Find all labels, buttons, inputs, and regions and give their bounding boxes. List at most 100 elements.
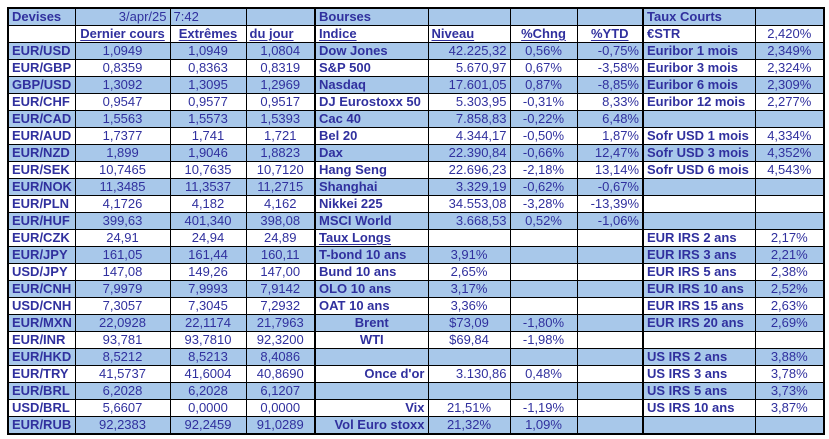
extremes-rate-cell: 149,26 [169,263,247,281]
day-rate-cell: 6,1207 [245,382,316,400]
pct-change-cell: -0,50% [509,127,578,145]
index-level-cell: 5.670,97 [427,59,511,77]
pct-ytd-cell: 8,33% [576,93,644,111]
day-rate-cell: 0,8319 [245,59,316,77]
pct-ytd-cell: 1,87% [576,127,644,145]
pct-ytd-cell: 6,48% [576,110,644,128]
pct-change-cell [509,246,578,264]
rate-value-cell: 2,420% [754,25,825,43]
rate-value-cell [754,331,825,349]
day-rate-cell: 24,89 [245,229,316,247]
last-rate-cell: 22,0928 [74,314,171,332]
last-rate-cell: 8,5212 [74,348,171,366]
table-row: EUR/SEK 10,7465 10,7635 10,7120 Hang Seng 22.… [7,161,825,179]
extremes-rate-cell: 161,44 [169,246,247,264]
pct-change-cell: -1,98% [509,331,578,349]
index-name-cell: OAT 10 ans [314,297,429,315]
last-rate-cell: 1,5563 [74,110,171,128]
pct-change-cell: 0,87% [509,76,578,94]
table-row: EUR/MXN 22,0928 22,1174 21,7963 Brent $73,09-… [7,314,825,332]
currency-pair-cell: EUR/RUB [7,416,76,435]
table-row: EUR/TRY 41,5737 41,6004 40,8690 Once d'or 3.1… [7,365,825,383]
table-row: USD/JPY 147,08 149,26 147,00 Bund 10 ans 2,65… [7,263,825,281]
rate-value-cell [754,110,825,128]
table-row: EUR/CZK 24,91 24,94 24,89 Taux Longs EUR IRS … [7,229,825,247]
extremes-rate-cell: 1,9046 [169,144,247,162]
extremes-rate-cell: 10,7635 [169,161,247,179]
extremes-rate-cell: 4,182 [169,195,247,213]
pct-ytd-cell [576,297,644,315]
extremes-rate-cell: 41,6004 [169,365,247,383]
day-rate-cell: 8,4086 [245,348,316,366]
table-row: EUR/NOK 11,3485 11,3537 11,2715 Shanghai 3.32… [7,178,825,196]
index-level-cell: 22.390,84 [427,144,511,162]
index-level-cell: 7.858,83 [427,110,511,128]
currency-pair-cell: EUR/PLN [7,195,76,213]
last-rate-cell: 5,6607 [74,399,171,417]
currency-pair-cell: EUR/USD [7,42,76,60]
rate-name-cell: Euribor 12 mois [642,93,756,111]
index-level-cell [427,382,511,400]
currency-pair-cell: USD/JPY [7,263,76,281]
pct-ytd-cell: 12,47% [576,144,644,162]
rate-name-cell: Sofr USD 3 mois [642,144,756,162]
day-rate-cell: 91,0289 [245,416,316,435]
currency-pair-cell: EUR/MXN [7,314,76,332]
last-rate-cell: 1,3092 [74,76,171,94]
rate-name-cell [642,110,756,128]
currency-pair-cell: GBP/USD [7,76,76,94]
taux-courts-section-title: Taux Courts [642,7,756,26]
last-rate-cell: 0,8359 [74,59,171,77]
day-rate-cell: 1,8823 [245,144,316,162]
index-level-cell: 34.553,08 [427,195,511,213]
index-level-cell: 3.668,53 [427,212,511,230]
last-rate-cell: 399,63 [74,212,171,230]
index-name-cell: MSCI World [314,212,429,230]
index-name-cell: Cac 40 [314,110,429,128]
currency-pair-cell: EUR/AUD [7,127,76,145]
pct-change-cell: 0,67% [509,59,578,77]
extremes-rate-cell: 11,3537 [169,178,247,196]
currency-pair-cell: EUR/TRY [7,365,76,383]
rate-value-cell: 2,63% [754,297,825,315]
extremes-rate-cell: 22,1174 [169,314,247,332]
table-row: USD/BRL 5,6607 0,0000 0,0000 Vix 21,51% -1,19%… [7,399,825,417]
rate-name-cell: EUR IRS 2 ans [642,229,756,247]
extremes-rate-cell: 0,9577 [169,93,247,111]
table-row: EUR/GBP 0,8359 0,8363 0,8319 S&P 500 5.670,97… [7,59,825,77]
rate-name-cell [642,178,756,196]
index-name-cell [314,382,429,400]
day-rate-cell: 40,8690 [245,365,316,383]
extremes-rate-cell: 24,94 [169,229,247,247]
rate-name-cell: EUR IRS 10 ans [642,280,756,298]
index-name-cell: S&P 500 [314,59,429,77]
table-row: EUR/CNH 7,9979 7,9993 7,9142 OLO 10 ans 3,17%… [7,280,825,298]
index-name-cell: Vol Euro stoxx [314,416,429,435]
currency-pair-cell: EUR/SEK [7,161,76,179]
index-name-cell: T-bond 10 ans [314,246,429,264]
index-level-cell: 3,17% [427,280,511,298]
pct-ytd-cell [576,348,644,366]
table-row: EUR/INR 93,781 93,7810 92,3200 WTI $69,84 -1,9… [7,331,825,349]
day-rate-cell: 147,00 [245,263,316,281]
rate-value-cell: 3,87% [754,399,825,417]
currency-pair-cell: EUR/CAD [7,110,76,128]
market-table-body: Devises 3/apr/25 7:42 Bourses Taux Court… [7,7,825,435]
day-rate-cell: 1,0804 [245,42,316,60]
extremes-rate-cell: 7,9993 [169,280,247,298]
day-rate-cell: 1,5393 [245,110,316,128]
empty-cell [576,7,644,26]
empty-cell [754,7,825,26]
rate-name-cell: EUR IRS 5 ans [642,263,756,281]
currency-pair-cell: EUR/CHF [7,93,76,111]
index-level-cell: $69,84 [427,331,511,349]
table-row: EUR/PLN 4,1726 4,182 4,162 Nikkei 225 34.553,… [7,195,825,213]
pct-ytd-cell [576,416,644,435]
rate-name-cell: Sofr USD 6 mois [642,161,756,179]
pct-change-cell [509,229,578,247]
market-data-table: Devises 3/apr/25 7:42 Bourses Taux Court… [7,7,825,435]
index-level-cell: 3,91% [427,246,511,264]
currency-pair-cell: USD/BRL [7,399,76,417]
index-level-cell: 22.696,23 [427,161,511,179]
index-name-cell: Brent [314,314,429,332]
